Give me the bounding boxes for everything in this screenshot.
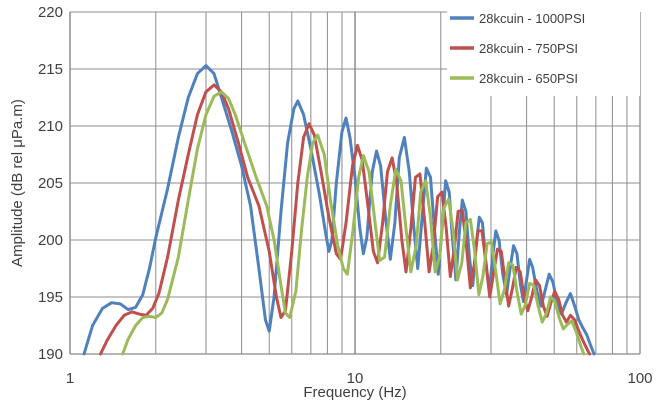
x-tick-label: 100 xyxy=(627,370,652,387)
x-tick-label: 10 xyxy=(347,370,364,387)
x-tick-label: 1 xyxy=(66,370,74,387)
series-line-1 xyxy=(82,64,596,356)
y-axis-ticks: 190 195 200 205 210 215 220 xyxy=(38,4,63,363)
y-axis-label: Amplitude (dB rel μPa.m) xyxy=(9,99,26,267)
legend: 28kcuin - 1000PSI 28kcuin - 750PSI 28kcuin… xyxy=(447,3,640,96)
series-lines xyxy=(82,64,596,356)
legend-label-3: 28kcuin - 650PSI xyxy=(479,71,578,86)
x-axis-label: Frequency (Hz) xyxy=(303,384,406,401)
x-axis-ticks: 1 10 100 xyxy=(66,370,653,387)
legend-label-2: 28kcuin - 750PSI xyxy=(479,41,578,56)
y-tick-label: 190 xyxy=(38,346,63,363)
legend-label-1: 28kcuin - 1000PSI xyxy=(479,11,585,26)
y-tick-label: 220 xyxy=(38,4,63,21)
y-tick-label: 210 xyxy=(38,118,63,135)
series-line-3 xyxy=(121,90,586,356)
y-tick-label: 195 xyxy=(38,289,63,306)
y-tick-label: 205 xyxy=(38,175,63,192)
y-tick-label: 215 xyxy=(38,61,63,78)
y-tick-label: 200 xyxy=(38,232,63,249)
legend-background xyxy=(447,3,640,96)
